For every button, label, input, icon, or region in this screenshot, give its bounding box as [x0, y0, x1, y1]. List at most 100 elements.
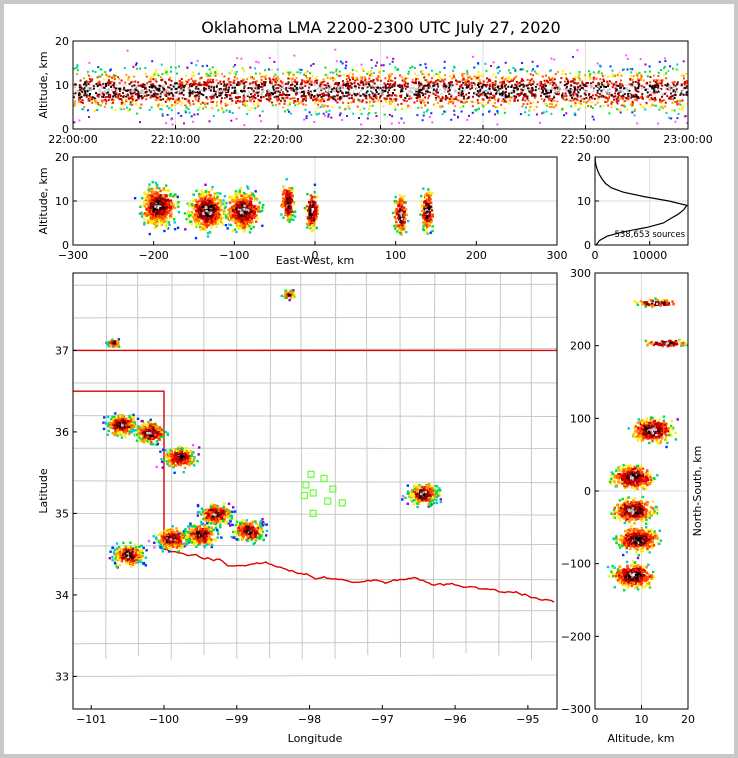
source-point: [245, 220, 249, 224]
source-point: [472, 95, 474, 98]
source-point: [144, 198, 148, 202]
source-point: [540, 86, 543, 89]
source-point: [459, 85, 462, 88]
source-point: [424, 79, 427, 82]
source-point: [619, 82, 621, 85]
source-point: [269, 97, 272, 100]
source-point: [488, 110, 491, 113]
source-point: [628, 89, 631, 92]
source-point: [221, 223, 225, 226]
source-point: [87, 86, 90, 89]
source-point: [250, 216, 253, 219]
source-point: [353, 82, 356, 85]
source-point: [675, 91, 678, 93]
source-point: [210, 85, 213, 88]
source-point: [587, 100, 590, 103]
source-point: [291, 83, 294, 86]
source-point: [299, 85, 302, 88]
source-point: [391, 100, 394, 103]
source-point: [342, 95, 345, 98]
source-point: [229, 72, 232, 74]
source-point: [130, 92, 133, 95]
source-point: [553, 90, 556, 93]
source-point: [239, 187, 243, 190]
source-point: [165, 99, 168, 102]
source-point: [613, 98, 615, 101]
source-point: [680, 74, 683, 77]
source-point: [235, 220, 239, 223]
source-point: [241, 199, 244, 202]
source-point: [413, 93, 416, 96]
source-point: [333, 77, 336, 80]
source-point: [597, 97, 600, 100]
source-point: [683, 82, 686, 84]
source-point: [573, 112, 576, 115]
source-point: [107, 98, 110, 101]
source-point: [151, 189, 154, 192]
source-point: [622, 91, 625, 94]
source-point: [414, 80, 417, 83]
source-point: [131, 85, 134, 88]
source-point: [300, 68, 303, 71]
source-point: [444, 88, 447, 91]
source-point: [257, 86, 260, 89]
source-point: [167, 90, 170, 93]
source-point: [231, 86, 234, 89]
source-point: [655, 87, 658, 90]
source-point: [471, 86, 474, 89]
source-point: [160, 88, 163, 91]
source-point: [258, 72, 261, 75]
source-point: [513, 95, 516, 98]
source-point: [133, 88, 136, 91]
source-point: [372, 86, 375, 89]
source-point: [301, 79, 304, 82]
source-point: [300, 91, 303, 94]
source-point: [200, 103, 202, 106]
source-point: [231, 229, 235, 232]
source-point: [231, 85, 234, 88]
source-point: [356, 93, 359, 95]
source-point: [634, 108, 637, 111]
source-point: [515, 75, 518, 78]
source-point: [655, 91, 658, 94]
source-point: [547, 88, 550, 91]
source-point: [246, 208, 249, 211]
source-point: [159, 210, 162, 213]
source-point: [601, 83, 604, 86]
source-point: [665, 72, 668, 75]
source-point: [153, 85, 156, 88]
source-point: [422, 114, 425, 117]
source-point: [219, 87, 222, 90]
source-point: [518, 81, 521, 84]
source-point: [390, 73, 393, 75]
source-point: [293, 54, 296, 57]
source-point: [96, 82, 99, 85]
source-point: [421, 119, 424, 122]
source-point: [175, 87, 178, 90]
source-point: [157, 105, 160, 108]
source-point: [285, 86, 288, 89]
source-point: [125, 94, 128, 96]
source-point: [642, 106, 645, 109]
source-point: [228, 195, 231, 198]
source-point: [251, 91, 254, 94]
source-point: [175, 91, 178, 94]
source-point: [618, 84, 621, 87]
source-point: [523, 92, 526, 95]
source-point: [374, 95, 377, 98]
source-point: [598, 64, 601, 67]
source-point: [141, 85, 144, 88]
source-point: [400, 102, 403, 105]
source-point: [205, 72, 208, 75]
source-point: [550, 57, 553, 60]
source-point: [394, 77, 397, 80]
source-point: [93, 99, 96, 102]
source-point: [473, 92, 476, 95]
source-point: [560, 77, 563, 80]
source-point: [173, 104, 176, 107]
source-point: [626, 90, 629, 92]
source-point: [216, 221, 219, 224]
source-point: [163, 219, 166, 223]
source-point: [415, 90, 418, 93]
source-point: [642, 79, 645, 82]
